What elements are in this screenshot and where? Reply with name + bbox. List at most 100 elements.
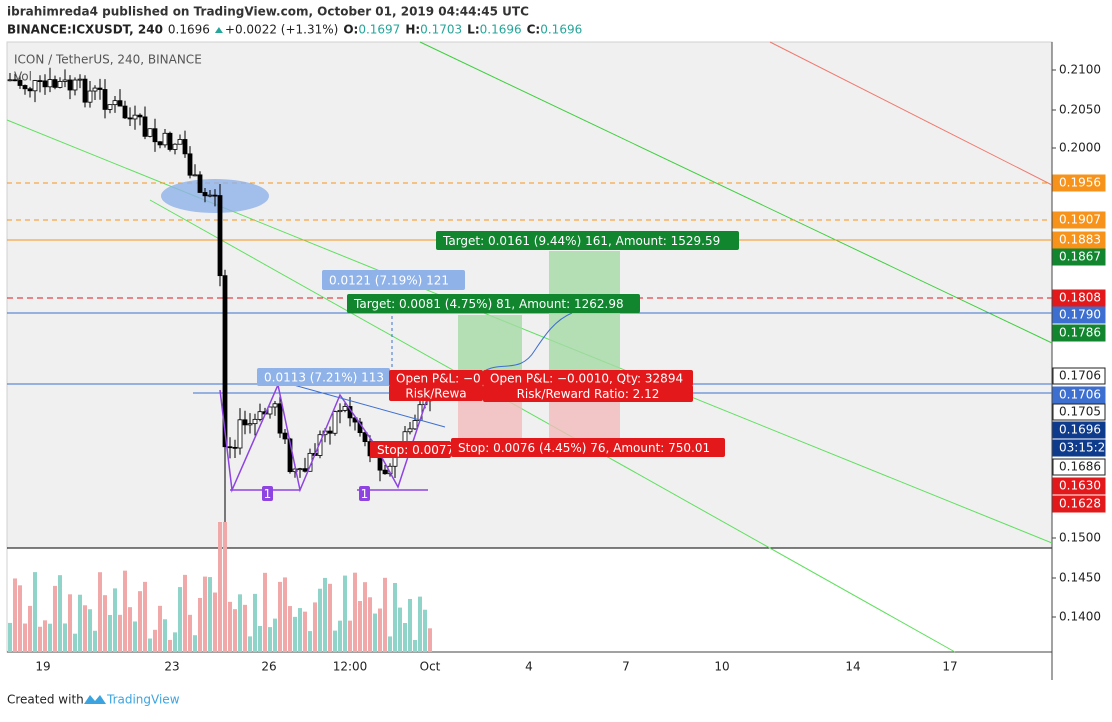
volume-bar xyxy=(318,588,322,652)
candle-body xyxy=(12,79,18,82)
loss-zone xyxy=(458,395,522,440)
candle-body xyxy=(412,420,418,430)
volume-bar xyxy=(73,633,77,652)
volume-bar xyxy=(338,620,342,652)
annotation-text: Open P&L: −0 xyxy=(396,372,481,386)
candle-body xyxy=(252,418,258,425)
volume-bar xyxy=(33,572,37,652)
candle-body xyxy=(197,174,203,193)
volume-bar xyxy=(288,606,292,652)
annotation-text: Stop: 0.0077 xyxy=(377,443,454,457)
legend-title: ICON / TetherUS, 240, BINANCE xyxy=(14,53,202,67)
price-label: 0.1630 xyxy=(1059,479,1101,493)
price-label: 0.1956 xyxy=(1059,176,1101,190)
volume-bar xyxy=(128,607,132,652)
candle-body xyxy=(202,192,208,197)
volume-bar xyxy=(358,601,362,652)
volume-bar xyxy=(123,570,127,652)
candle-body xyxy=(97,87,103,90)
candle-body xyxy=(277,403,283,434)
price-label-box xyxy=(1052,324,1106,342)
annotations: 0.0121 (7.19%) 121 Target: 0.0161 (9.44%)… xyxy=(257,231,739,501)
candle-body xyxy=(167,132,173,150)
volume-bar xyxy=(233,609,237,652)
volume-bar xyxy=(383,577,387,652)
volume-bar xyxy=(23,623,27,652)
price-label: 0.1705 xyxy=(1059,405,1101,419)
annotation-box xyxy=(389,370,483,386)
header-field: +0.0022 (+1.31%) xyxy=(225,23,338,37)
footer-brand[interactable]: TradingView xyxy=(106,693,180,707)
volume-bar xyxy=(173,632,177,652)
volume-bar xyxy=(8,622,12,652)
price-label: 0.1907 xyxy=(1059,213,1101,227)
volume-bar xyxy=(353,572,357,652)
volume-bar xyxy=(13,578,17,652)
candle-body xyxy=(127,117,133,120)
candle-body xyxy=(27,88,33,92)
price-label-box xyxy=(1052,211,1106,229)
annotation-text: 1 xyxy=(264,487,272,501)
candle-body xyxy=(297,468,303,471)
annotation-text: 0.0113 (7.21%) 113 xyxy=(264,371,384,385)
volume-bar xyxy=(283,577,287,652)
price-label-box xyxy=(1052,367,1106,385)
candle-body xyxy=(207,194,213,197)
up-arrow xyxy=(214,27,223,33)
volume-bar xyxy=(18,585,22,652)
annotation-box xyxy=(257,368,390,386)
candle-body xyxy=(192,174,198,177)
volume-bar xyxy=(98,572,102,652)
price-label-box xyxy=(1052,495,1106,513)
candle-body xyxy=(132,114,138,120)
volume-bar xyxy=(278,581,282,652)
volume-bar xyxy=(398,607,402,652)
candle-body xyxy=(172,143,178,150)
price-label-box xyxy=(1052,403,1106,421)
volume-bar xyxy=(188,614,192,652)
candle-body xyxy=(327,430,333,434)
time-label: 7 xyxy=(622,660,630,674)
header-field: 0.1696 xyxy=(540,23,582,37)
annotation-box xyxy=(451,438,725,457)
volume-bar xyxy=(348,620,352,652)
candle-body xyxy=(142,116,148,137)
volume-bar xyxy=(203,576,207,652)
price-label: 0.1696 xyxy=(1059,423,1101,437)
header-field: C: xyxy=(527,23,541,37)
channel-line xyxy=(419,41,1053,344)
candle-body xyxy=(17,79,23,86)
volume-bar xyxy=(58,575,62,652)
candle-body xyxy=(237,419,243,449)
price-label: 0.2050 xyxy=(1059,103,1101,117)
time-label: 23 xyxy=(164,660,179,674)
volume-bar xyxy=(373,613,377,652)
header-field: 0.1703 xyxy=(420,23,462,37)
candle-body xyxy=(182,139,188,155)
annotation-box xyxy=(262,486,273,501)
candle-body xyxy=(332,411,338,434)
annotation-text: Risk/Reward Ratio: 2.12 xyxy=(517,387,660,401)
volume-bar xyxy=(363,582,367,652)
candle-body xyxy=(37,80,43,82)
volume-bar xyxy=(198,597,202,652)
time-label: 26 xyxy=(261,660,276,674)
candle-body xyxy=(122,105,128,119)
pattern-line xyxy=(219,382,431,493)
candle-body xyxy=(87,90,93,103)
volume-bar xyxy=(333,630,337,652)
header-field: 0.1696 xyxy=(168,23,210,37)
price-label-box xyxy=(1052,458,1106,476)
volume-bar xyxy=(313,602,317,652)
symbol-line: BINANCE:ICXUSDT, 240 0.1696 +0.0022 (+1.31… xyxy=(7,23,582,37)
candle-body xyxy=(57,81,63,88)
volume-bar xyxy=(108,614,112,652)
volume-bar xyxy=(403,623,407,652)
candle-body xyxy=(227,446,233,449)
candle-body xyxy=(42,80,48,88)
volume-bar xyxy=(213,592,217,652)
footer-text: Created with xyxy=(7,693,84,707)
volume-bar xyxy=(103,595,107,652)
volume-bar xyxy=(218,522,222,652)
candle-body xyxy=(317,434,323,456)
